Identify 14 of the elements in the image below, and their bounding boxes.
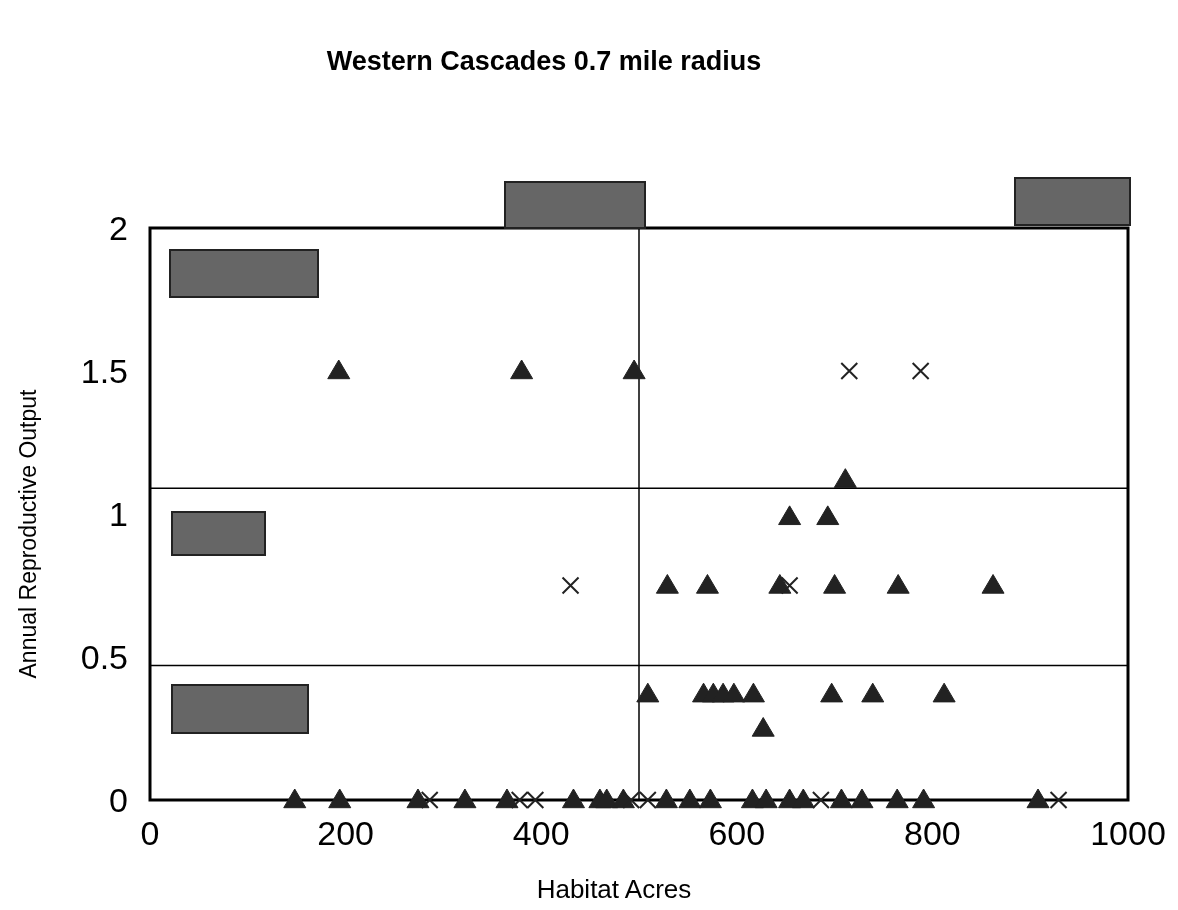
y-tick-label: 0.5 bbox=[80, 638, 128, 676]
x-tick-label: 0 bbox=[140, 814, 160, 852]
x-tick-label: 200 bbox=[317, 814, 374, 852]
y-tick-label: 0 bbox=[109, 781, 128, 819]
chart-title: Western Cascades 0.7 mile radius bbox=[326, 46, 762, 76]
x-tick-label: 400 bbox=[512, 814, 570, 852]
x-axis-title: Habitat Acres bbox=[536, 874, 692, 904]
x-tick-label: 800 bbox=[904, 814, 961, 852]
x-tick-label: 600 bbox=[708, 814, 766, 852]
y-tick-label: 1.5 bbox=[80, 352, 128, 390]
x-tick-label: 1000 bbox=[1090, 814, 1166, 852]
y-tick-label: 1 bbox=[109, 495, 128, 533]
y-tick-label: 2 bbox=[109, 209, 128, 247]
y-axis-title: Annual Reproductive Output bbox=[15, 388, 41, 679]
